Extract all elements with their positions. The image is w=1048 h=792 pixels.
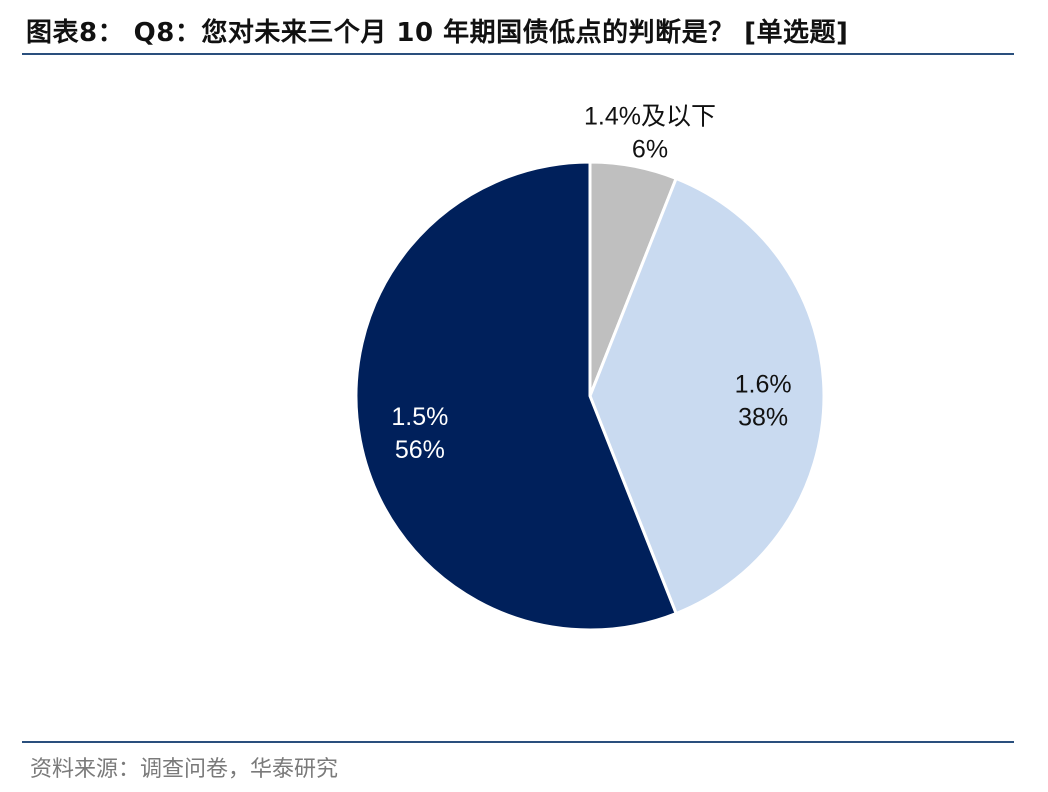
slice-value-label: 56% (395, 436, 445, 464)
slice-category-label: 1.6% (735, 371, 792, 399)
source-note: 资料来源：调查问卷，华泰研究 (30, 757, 339, 782)
chart-title: 图表8： Q8：您对未来三个月 10 年期国债低点的判断是？ [单选题] (26, 18, 849, 48)
slice-category-label: 1.5% (391, 403, 448, 431)
pie-slice-1-5 (354, 160, 678, 632)
slice-value-label: 6% (632, 136, 668, 164)
slice-value-label: 38% (738, 404, 788, 432)
pie-slice-1-6 (588, 176, 826, 616)
slice-category-label: 1.4%及以下 (584, 103, 716, 131)
top-divider (22, 53, 1014, 55)
bottom-divider (22, 741, 1014, 743)
